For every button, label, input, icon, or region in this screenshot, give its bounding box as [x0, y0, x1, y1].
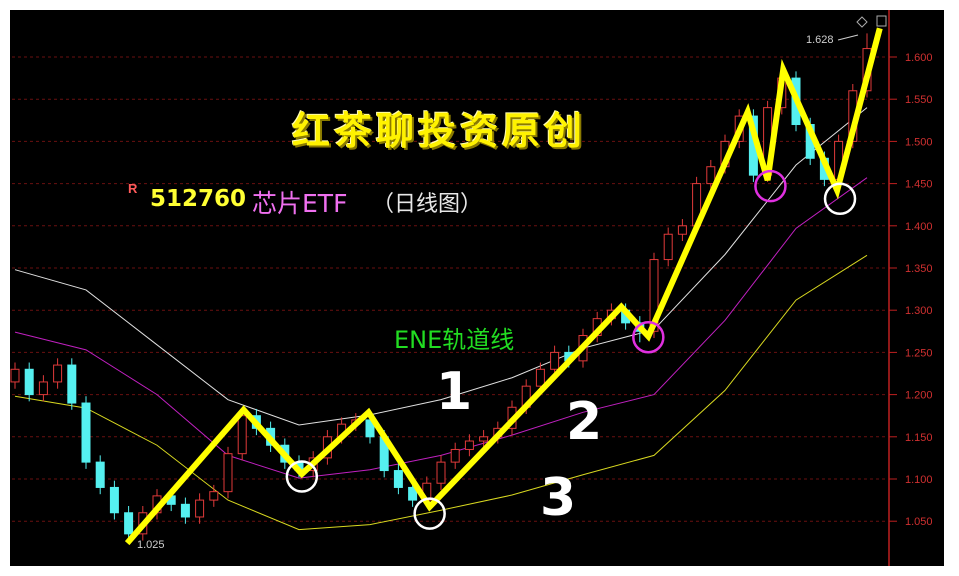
y-tick-label: 1.600	[905, 52, 933, 64]
candle-body	[464, 440, 474, 450]
high-price-label: 1.628	[806, 34, 834, 46]
candle-body	[393, 470, 403, 488]
candle-body	[195, 499, 205, 518]
high-price-arrow	[837, 34, 859, 41]
highlight-circle	[413, 497, 446, 530]
y-tick-label: 1.300	[905, 305, 933, 317]
ticker-name: 芯片ETF	[252, 189, 348, 218]
ticker-code: 512760	[150, 186, 247, 212]
candle-body	[237, 415, 247, 455]
y-tick-label: 1.050	[905, 516, 933, 528]
annotation-2: 2	[566, 392, 603, 452]
y-tick-label: 1.100	[905, 474, 933, 486]
y-tick-label: 1.200	[905, 390, 933, 402]
y-tick-label: 1.250	[905, 347, 933, 359]
highlight-circle	[285, 460, 319, 493]
y-tick-label: 1.350	[905, 263, 933, 275]
candle-body	[663, 233, 673, 261]
watermark-title: 红茶聊投资原创	[292, 109, 587, 153]
low-price-label: 1.025	[137, 539, 165, 551]
upper-band-line	[14, 107, 868, 426]
candle-body	[24, 368, 34, 396]
candle-body	[479, 436, 489, 442]
diamond-icon	[856, 16, 868, 28]
candle-body	[95, 461, 105, 488]
candle-body	[180, 503, 190, 518]
annotation-3: 3	[540, 468, 577, 528]
panel-toggle-icon	[876, 15, 887, 27]
candle-body	[109, 486, 119, 514]
y-tick-label: 1.550	[905, 94, 933, 106]
candle-body	[550, 351, 560, 370]
y-tick-label: 1.150	[905, 432, 933, 444]
annotation-1: 1	[436, 362, 473, 422]
candle-body	[649, 259, 659, 332]
ticker-marker: R	[128, 181, 138, 196]
zigzag-annotation-line	[124, 27, 883, 546]
candle-body	[81, 402, 91, 463]
chart-period: （日线图）	[372, 192, 483, 217]
candle-body	[223, 453, 233, 493]
candle-body	[706, 166, 716, 185]
candle-body	[450, 448, 460, 463]
candle-body	[209, 491, 219, 501]
highlight-circle	[754, 169, 787, 203]
y-tick-label: 1.500	[905, 136, 933, 148]
candle-body	[535, 368, 545, 387]
candle-body	[53, 364, 63, 383]
candle-body	[408, 486, 418, 501]
y-tick-label: 1.400	[905, 221, 933, 233]
candle-body	[124, 512, 134, 535]
candle-body	[10, 368, 20, 383]
highlight-circle	[632, 320, 665, 354]
indicator-label: ENE轨道线	[394, 326, 515, 354]
candle-body	[677, 225, 687, 235]
highlight-circle	[823, 182, 857, 216]
candle-body	[38, 381, 48, 396]
plot-background	[10, 10, 944, 566]
candle-body	[436, 461, 446, 484]
candle-body	[67, 364, 77, 404]
y-tick-label: 1.450	[905, 179, 933, 191]
lower-band-line	[14, 254, 868, 531]
